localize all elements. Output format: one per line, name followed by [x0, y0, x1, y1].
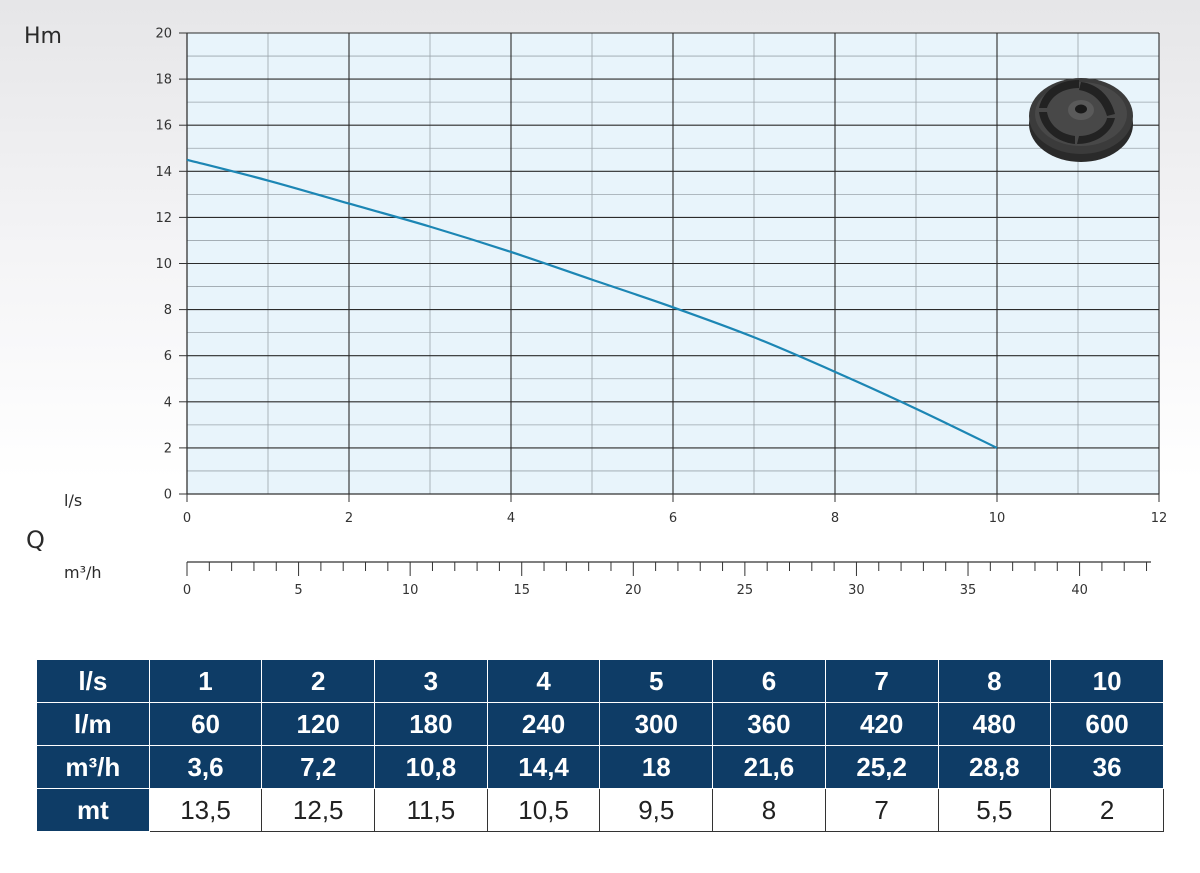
- table-row: l/m 60 120 180 240 300 360 420 480 600: [36, 702, 1164, 746]
- table-cell: 25,2: [824, 745, 939, 789]
- table-cell: 3,6: [148, 745, 263, 789]
- row-header: m³/h: [36, 745, 150, 789]
- table-row: m³/h 3,6 7,2 10,8 14,4 18 21,6 25,2 28,8 36: [36, 745, 1164, 789]
- table-row: l/s 1 2 3 4 5 6 7 8 10: [36, 659, 1164, 703]
- y-axis-ticks: 0 2 4 6 8 10 12 14 16 18 20: [155, 27, 187, 503]
- y-tick-label: 20: [155, 27, 172, 42]
- table-cell: 3: [374, 659, 488, 703]
- table-cell: 7: [824, 659, 939, 703]
- row-header: mt: [36, 788, 150, 832]
- table-cell: 8: [937, 659, 1052, 703]
- y-tick-label: 14: [155, 165, 172, 180]
- y-tick-label: 8: [164, 303, 172, 318]
- y-tick-label: 10: [155, 257, 172, 272]
- y-tick-label: 16: [155, 119, 172, 134]
- row-header: l/s: [36, 659, 150, 703]
- m3h-tick-label: 0: [183, 583, 191, 598]
- x-tick-label: 4: [507, 511, 515, 526]
- performance-table: l/s 1 2 3 4 5 6 7 8 10 l/m 60 120 180 240 300 360 420 480 6…: [36, 659, 1164, 832]
- table-cell: 10,5: [486, 788, 601, 832]
- table-cell: 5: [599, 659, 714, 703]
- m3h-tick-label: 30: [848, 583, 865, 598]
- table-cell: 240: [486, 702, 601, 746]
- table-cell: 60: [148, 702, 263, 746]
- m3h-tick-label: 40: [1071, 583, 1088, 598]
- x-tick-label: 0: [183, 511, 191, 526]
- table-cell: 7: [824, 788, 939, 832]
- row-header: l/m: [36, 702, 150, 746]
- m3h-tick-label: 5: [294, 583, 302, 598]
- m3h-tick-label: 35: [960, 583, 977, 598]
- x-axis-label-m3h: m³/h: [64, 563, 102, 582]
- m3h-tick-label: 15: [513, 583, 530, 598]
- y-tick-label: 2: [164, 441, 172, 456]
- x-axis-label-ls: l/s: [64, 491, 83, 510]
- y-axis-label: Hm: [24, 24, 62, 49]
- table-cell: 10: [1050, 659, 1164, 703]
- table-cell: 480: [937, 702, 1052, 746]
- x-axis-label-q: Q: [26, 526, 45, 554]
- table-cell: 600: [1050, 702, 1164, 746]
- table-cell: 120: [261, 702, 376, 746]
- x-tick-label: 6: [669, 511, 677, 526]
- table-cell: 1: [148, 659, 263, 703]
- x-axis-ticks: 0 2 4 6 8 10 12: [183, 494, 1167, 526]
- table-cell: 2: [261, 659, 376, 703]
- x-tick-label: 12: [1151, 511, 1168, 526]
- y-tick-label: 6: [164, 349, 172, 364]
- m3h-tick-label: 20: [625, 583, 642, 598]
- table-cell: 6: [712, 659, 826, 703]
- table-cell: 180: [374, 702, 488, 746]
- pump-curve-line: [186, 158, 998, 449]
- table-cell: 9,5: [599, 788, 714, 832]
- m3h-tick-label: 10: [402, 583, 419, 598]
- table-cell: 420: [824, 702, 939, 746]
- table-cell: 360: [712, 702, 826, 746]
- y-tick-label: 4: [164, 395, 172, 410]
- table-cell: 8: [712, 788, 826, 832]
- pump-curve-chart: 0 2 4 6 8 10 12 14 16 18 20 0 2 4 6 8 10 12 0 5 10 15 20 25 30…: [155, 27, 1167, 599]
- secondary-x-axis: 0 5 10 15 20 25 30 35 40: [183, 561, 1151, 598]
- table-cell: 5,5: [937, 788, 1052, 832]
- y-tick-label: 18: [155, 73, 172, 88]
- x-tick-label: 8: [831, 511, 839, 526]
- m3h-tick-label: 25: [737, 583, 754, 598]
- table-cell: 12,5: [261, 788, 376, 832]
- x-tick-label: 2: [345, 511, 353, 526]
- table-cell: 2: [1050, 788, 1164, 832]
- table-cell: 18: [599, 745, 714, 789]
- table-cell: 36: [1050, 745, 1164, 789]
- table-cell: 28,8: [937, 745, 1052, 789]
- y-tick-label: 0: [164, 488, 172, 503]
- y-tick-label: 12: [155, 211, 172, 226]
- table-cell: 7,2: [261, 745, 376, 789]
- table-cell: 21,6: [712, 745, 826, 789]
- x-tick-label: 10: [989, 511, 1006, 526]
- table-cell: 300: [599, 702, 714, 746]
- table-cell: 11,5: [374, 788, 488, 832]
- table-cell: 4: [486, 659, 601, 703]
- table-row: mt 13,5 12,5 11,5 10,5 9,5 8 7 5,5 2: [36, 788, 1164, 832]
- impeller-icon: [1029, 78, 1133, 162]
- table-cell: 14,4: [486, 745, 601, 789]
- table-cell: 13,5: [148, 788, 263, 832]
- table-cell: 10,8: [374, 745, 488, 789]
